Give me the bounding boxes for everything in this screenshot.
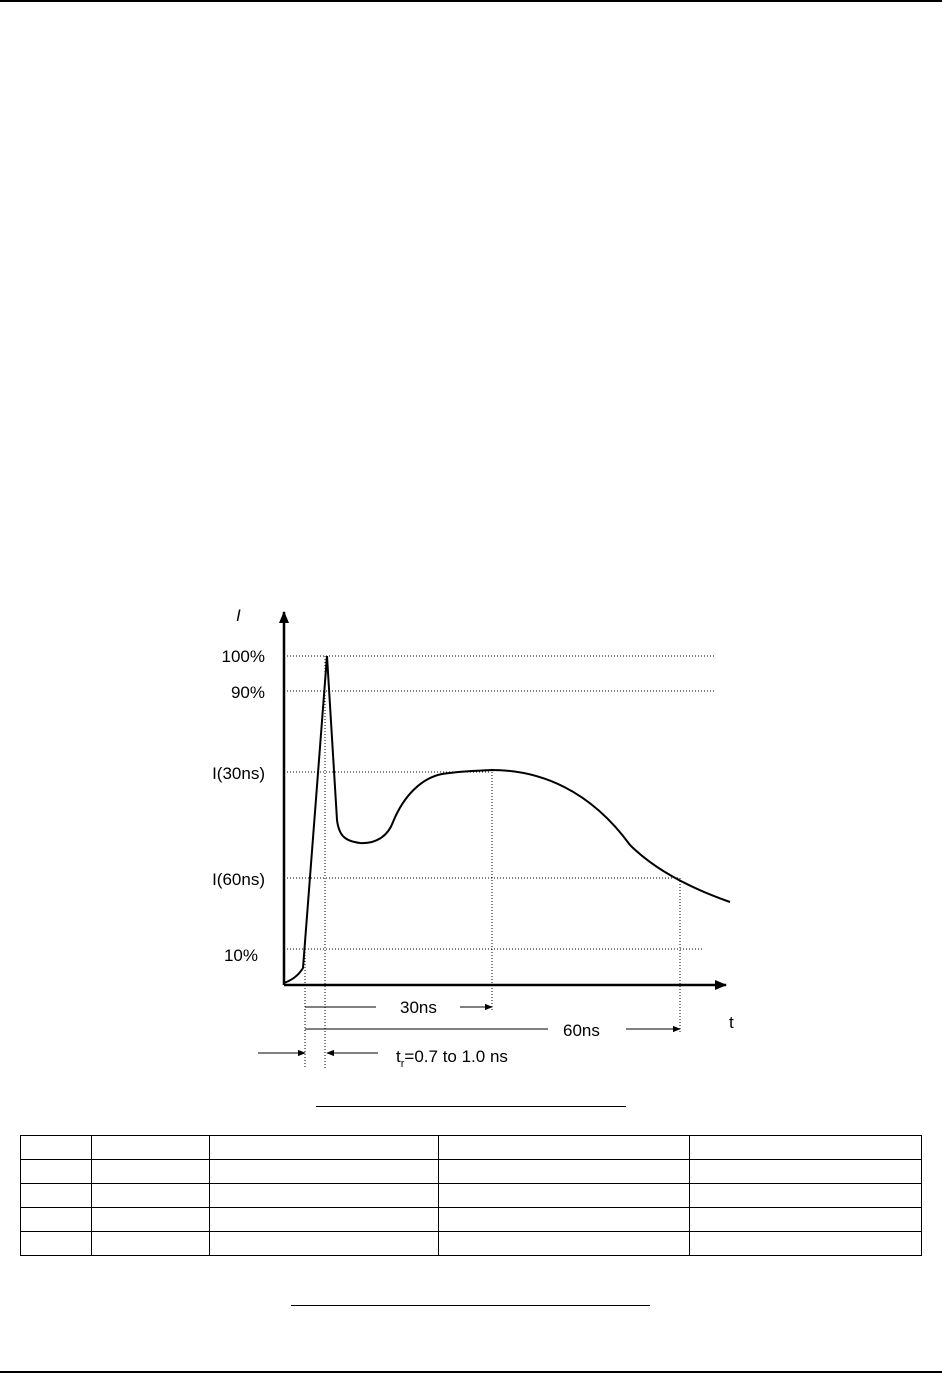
y-tick-100: 100% xyxy=(222,647,265,666)
table-cell xyxy=(92,1232,210,1256)
table-cell xyxy=(690,1208,922,1232)
table-cell xyxy=(210,1184,439,1208)
y-tick-90: 90% xyxy=(231,683,265,702)
table-row xyxy=(21,1184,922,1208)
specification-table xyxy=(20,1135,922,1256)
table-row xyxy=(21,1160,922,1184)
table-row xyxy=(21,1136,922,1160)
table-cell xyxy=(210,1208,439,1232)
table-cell xyxy=(690,1160,922,1184)
bottom-rule xyxy=(0,1371,942,1373)
table-caption-underline xyxy=(291,1305,650,1306)
table-cell xyxy=(210,1232,439,1256)
table-row xyxy=(21,1208,922,1232)
y-tick-10: 10% xyxy=(224,946,258,965)
table-cell xyxy=(21,1184,92,1208)
table-row xyxy=(21,1232,922,1256)
table-cell xyxy=(210,1160,439,1184)
label-60ns: 60ns xyxy=(563,1021,600,1040)
current-waveform xyxy=(284,656,730,983)
figure-caption-underline xyxy=(316,1106,626,1107)
table-cell xyxy=(21,1136,92,1160)
table-cell xyxy=(92,1208,210,1232)
table-cell xyxy=(439,1208,690,1232)
table-cell xyxy=(439,1232,690,1256)
y-tick-i30: I(30ns) xyxy=(212,764,265,783)
x-axis-label: t xyxy=(729,1013,734,1032)
table-cell xyxy=(690,1232,922,1256)
label-30ns: 30ns xyxy=(400,998,437,1017)
table-cell xyxy=(439,1136,690,1160)
table-cell xyxy=(21,1208,92,1232)
table-cell xyxy=(92,1184,210,1208)
table-cell xyxy=(690,1184,922,1208)
table-cell xyxy=(439,1184,690,1208)
y-axis-label: I xyxy=(236,606,241,625)
table-cell xyxy=(92,1160,210,1184)
label-rise-time: tr=0.7 to 1.0 ns xyxy=(396,1047,508,1070)
table-cell xyxy=(690,1136,922,1160)
table-cell xyxy=(21,1160,92,1184)
table-cell xyxy=(439,1160,690,1184)
table-cell xyxy=(210,1136,439,1160)
esd-current-waveform-figure: I 100% 90% I(30ns) I(60ns) 10% t 30ns 60… xyxy=(0,0,942,1100)
table-cell xyxy=(21,1232,92,1256)
table-cell xyxy=(92,1136,210,1160)
y-tick-i60: I(60ns) xyxy=(212,870,265,889)
